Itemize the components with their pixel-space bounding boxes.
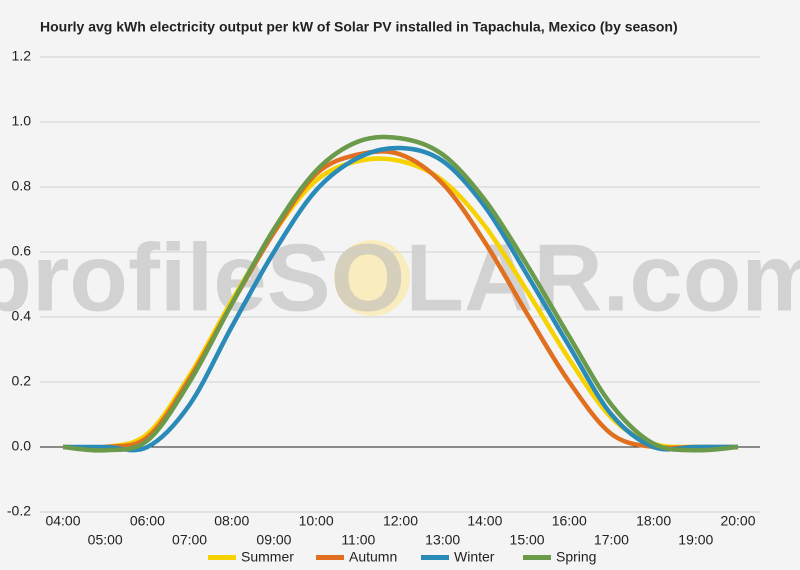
x-tick-label: 09:00 bbox=[256, 532, 291, 548]
y-tick-label: 1.0 bbox=[12, 113, 32, 129]
x-tick-label: 12:00 bbox=[383, 513, 418, 529]
watermark: profileSOLAR.com bbox=[0, 224, 800, 331]
y-tick-label: 1.2 bbox=[12, 48, 32, 64]
x-tick-label: 13:00 bbox=[425, 532, 460, 548]
legend-label: Summer bbox=[241, 549, 294, 565]
legend-swatch bbox=[523, 555, 551, 560]
y-tick-label: 0.2 bbox=[12, 373, 32, 389]
x-tick-label: 20:00 bbox=[720, 513, 755, 529]
line-series bbox=[62, 134, 739, 453]
legend-label: Autumn bbox=[349, 549, 397, 565]
y-tick-label: -0.2 bbox=[7, 503, 31, 519]
line-series bbox=[63, 145, 738, 453]
x-tick-label: 10:00 bbox=[299, 513, 334, 529]
x-tick-label: 18:00 bbox=[636, 513, 671, 529]
x-tick-label: 07:00 bbox=[172, 532, 207, 548]
x-tick-label: 19:00 bbox=[678, 532, 713, 548]
x-tick-label: 04:00 bbox=[45, 513, 80, 529]
y-tick-label: 0.8 bbox=[12, 178, 32, 194]
x-tick-label: 17:00 bbox=[594, 532, 629, 548]
legend-swatch bbox=[208, 555, 236, 560]
legend-label: Winter bbox=[454, 549, 495, 565]
watermark-sun bbox=[334, 240, 410, 316]
y-tick-label: 0.6 bbox=[12, 243, 32, 259]
x-tick-label: 16:00 bbox=[552, 513, 587, 529]
y-tick-label: 0.4 bbox=[12, 308, 32, 324]
watermark-group: profileSOLAR.com bbox=[0, 224, 800, 331]
x-tick-label: 14:00 bbox=[467, 513, 502, 529]
legend-swatch bbox=[316, 555, 344, 560]
x-tick-label: 15:00 bbox=[510, 532, 545, 548]
y-tick-label: 0.0 bbox=[12, 438, 32, 454]
x-tick-label: 05:00 bbox=[88, 532, 123, 548]
x-tick-label: 11:00 bbox=[341, 532, 375, 548]
chart-title: Hourly avg kWh electricity output per kW… bbox=[40, 19, 678, 35]
x-tick-label: 08:00 bbox=[214, 513, 249, 529]
legend-label: Spring bbox=[556, 549, 596, 565]
x-tick-label: 06:00 bbox=[130, 513, 165, 529]
legend-swatch bbox=[421, 555, 449, 560]
